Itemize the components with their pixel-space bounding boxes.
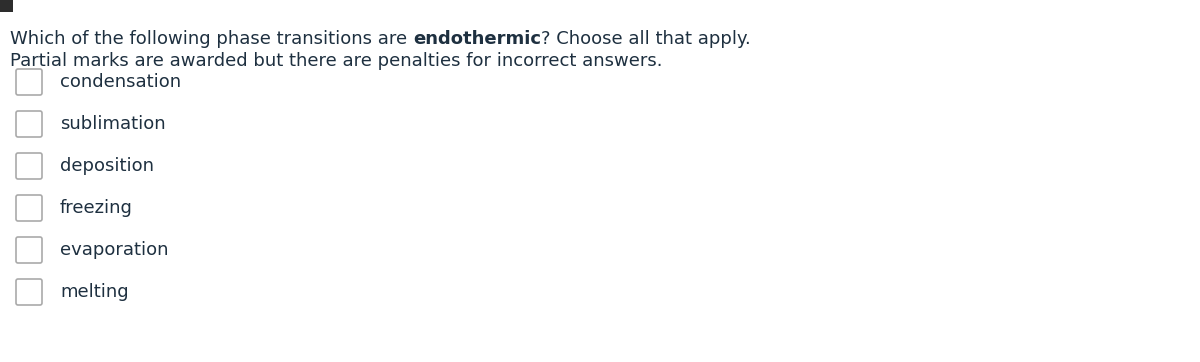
- Text: freezing: freezing: [60, 199, 133, 217]
- FancyBboxPatch shape: [16, 153, 42, 179]
- FancyBboxPatch shape: [0, 0, 13, 12]
- Text: ? Choose all that apply.: ? Choose all that apply.: [541, 30, 751, 48]
- Text: evaporation: evaporation: [60, 241, 168, 259]
- Text: sublimation: sublimation: [60, 115, 166, 133]
- FancyBboxPatch shape: [16, 195, 42, 221]
- FancyBboxPatch shape: [16, 111, 42, 137]
- FancyBboxPatch shape: [16, 279, 42, 305]
- Text: endothermic: endothermic: [413, 30, 541, 48]
- Text: melting: melting: [60, 283, 128, 301]
- FancyBboxPatch shape: [16, 237, 42, 263]
- Text: Partial marks are awarded but there are penalties for incorrect answers.: Partial marks are awarded but there are …: [10, 52, 662, 70]
- Text: condensation: condensation: [60, 73, 181, 91]
- Text: deposition: deposition: [60, 157, 154, 175]
- Text: Which of the following phase transitions are: Which of the following phase transitions…: [10, 30, 413, 48]
- FancyBboxPatch shape: [16, 69, 42, 95]
